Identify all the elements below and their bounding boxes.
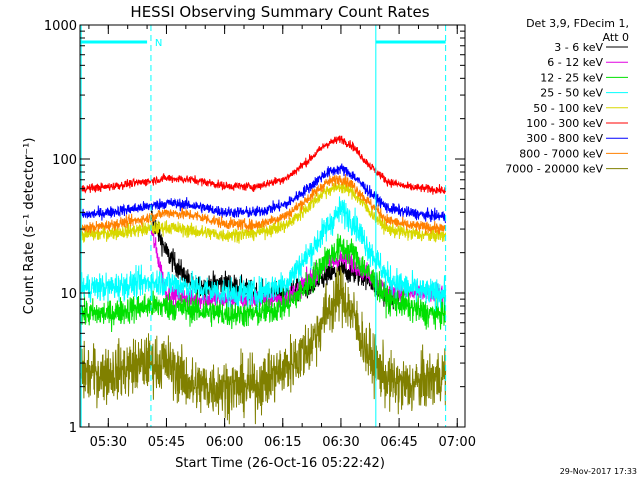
x-tick-label-0: 05:30 (90, 435, 127, 450)
y-axis: 1 10 100 1000 (44, 19, 465, 436)
series-line-8 (80, 266, 447, 425)
series-line-7 (80, 173, 446, 235)
series-line-2 (80, 233, 447, 333)
series-line-3 (80, 196, 447, 312)
x-tick-label-1: 05:45 (148, 435, 185, 450)
y-tick-label-1: 10 (60, 287, 77, 302)
flag-label: N (155, 38, 162, 49)
x-axis-label: Start Time (26-Oct-16 05:22:42) (175, 456, 385, 471)
series-line-5 (80, 135, 447, 195)
legend-header-line-0: Det 3,9, FDecim 1, (526, 17, 629, 30)
y-tick-label-2: 100 (52, 153, 77, 168)
y-axis-label: Count Rate (s⁻¹ detector⁻¹) (22, 138, 37, 315)
footer-date: 29-Nov-2017 17:33 (560, 467, 637, 476)
series-layer (80, 135, 447, 425)
legend-label-2: 12 - 25 keV (540, 71, 603, 84)
series-line-4 (80, 179, 447, 244)
series-line-6 (80, 163, 447, 224)
marker-layer: N (80, 25, 447, 427)
y-tick-label-3: 1000 (44, 19, 77, 34)
legend-label-8: 7000 - 20000 keV (505, 163, 603, 176)
x-tick-label-6: 07:00 (439, 435, 476, 450)
x-tick-label-3: 06:15 (264, 435, 301, 450)
chart-title: HESSI Observing Summary Count Rates (130, 3, 429, 21)
x-tick-label-2: 06:00 (206, 435, 243, 450)
legend: Det 3,9, FDecim 1,Att 03 - 6 keV 6 - 12 k… (505, 17, 629, 176)
x-axis: 05:30 05:45 06:00 06:15 06:30 06:45 07:00 (88, 25, 476, 450)
legend-label-1: 6 - 12 keV (547, 56, 603, 69)
plot-frame (79, 24, 466, 428)
legend-label-7: 800 - 7000 keV (519, 147, 603, 160)
legend-header-line-1: Att 0 (603, 31, 629, 44)
y-tick-label-0: 1 (69, 421, 77, 436)
legend-label-5: 100 - 300 keV (526, 117, 603, 130)
x-tick-label-5: 06:45 (380, 435, 417, 450)
legend-label-6: 300 - 800 keV (526, 132, 603, 145)
x-tick-label-4: 06:30 (322, 435, 359, 450)
legend-label-4: 50 - 100 keV (533, 102, 603, 115)
legend-label-0: 3 - 6 keV (554, 41, 603, 54)
legend-label-3: 25 - 50 keV (540, 87, 603, 100)
